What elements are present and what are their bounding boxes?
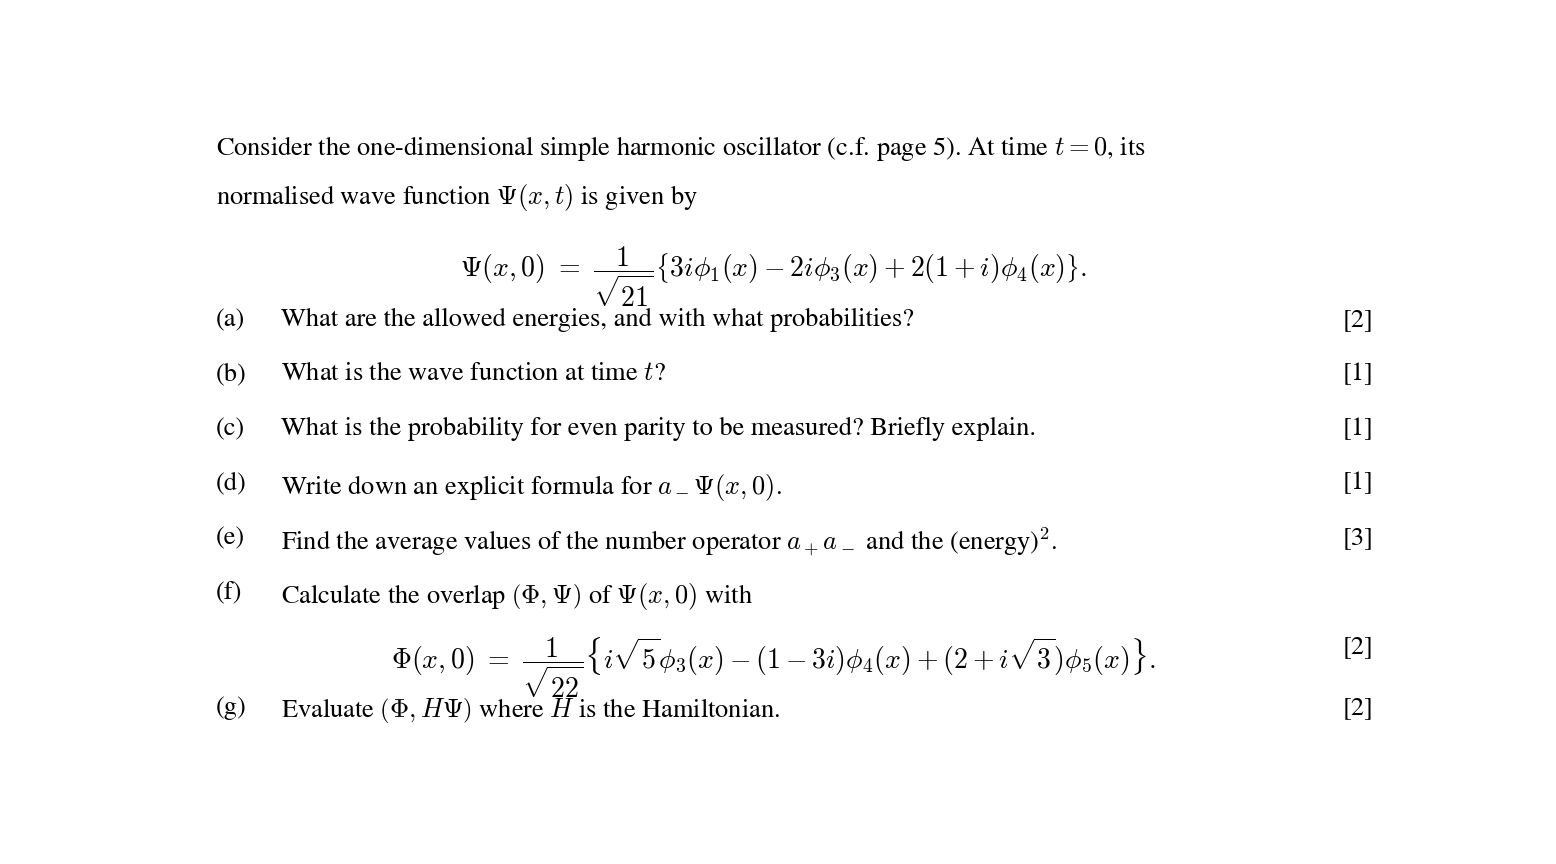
Text: Find the average values of the number operator $a_+a_-$ and the (energy)$^2$.: Find the average values of the number op… (282, 526, 1058, 558)
Text: Write down an explicit formula for $a_-\Psi(x,0)$.: Write down an explicit formula for $a_-\… (282, 472, 783, 503)
Text: What is the probability for even parity to be measured? Briefly explain.: What is the probability for even parity … (282, 417, 1036, 442)
Text: [3]: [3] (1343, 526, 1374, 550)
Text: What is the wave function at time $t$?: What is the wave function at time $t$? (282, 363, 666, 386)
Text: [1]: [1] (1343, 417, 1374, 441)
Text: $\Psi(x, 0) \ = \ \dfrac{1}{\sqrt{21}}\left\{3i\phi_1(x) - 2i\phi_3(x) + 2(1+i)\: $\Psi(x, 0) \ = \ \dfrac{1}{\sqrt{21}}\l… (461, 245, 1086, 309)
Text: $\Phi(x, 0) \ = \ \dfrac{1}{\sqrt{22}}\left\{i\sqrt{5}\phi_3(x) - (1-3i)\phi_4(x: $\Phi(x, 0) \ = \ \dfrac{1}{\sqrt{22}}\l… (391, 635, 1156, 700)
Text: What are the allowed energies, and with what probabilities?: What are the allowed energies, and with … (282, 308, 915, 332)
Text: [2]: [2] (1343, 696, 1374, 721)
Text: (b): (b) (216, 363, 247, 386)
Text: Evaluate $\left(\Phi, H\Psi\right)$ where $H$ is the Hamiltonian.: Evaluate $\left(\Phi, H\Psi\right)$ wher… (282, 696, 781, 726)
Text: [1]: [1] (1343, 363, 1374, 386)
Text: Consider the one-dimensional simple harmonic oscillator (c.f. page 5). At time $: Consider the one-dimensional simple harm… (216, 134, 1145, 162)
Text: [2]: [2] (1343, 635, 1374, 659)
Text: (e): (e) (216, 526, 246, 550)
Text: (g): (g) (216, 696, 247, 721)
Text: Calculate the overlap $\left(\Phi, \Psi\right)$ of $\Psi(x,0)$ with: Calculate the overlap $\left(\Phi, \Psi\… (282, 581, 753, 612)
Text: (d): (d) (216, 472, 247, 496)
Text: (f): (f) (216, 581, 243, 605)
Text: [1]: [1] (1343, 472, 1374, 496)
Text: normalised wave function $\Psi(x, t)$ is given by: normalised wave function $\Psi(x, t)$ is… (216, 181, 699, 213)
Text: (c): (c) (216, 417, 246, 441)
Text: (a): (a) (216, 308, 246, 332)
Text: [2]: [2] (1343, 308, 1374, 332)
